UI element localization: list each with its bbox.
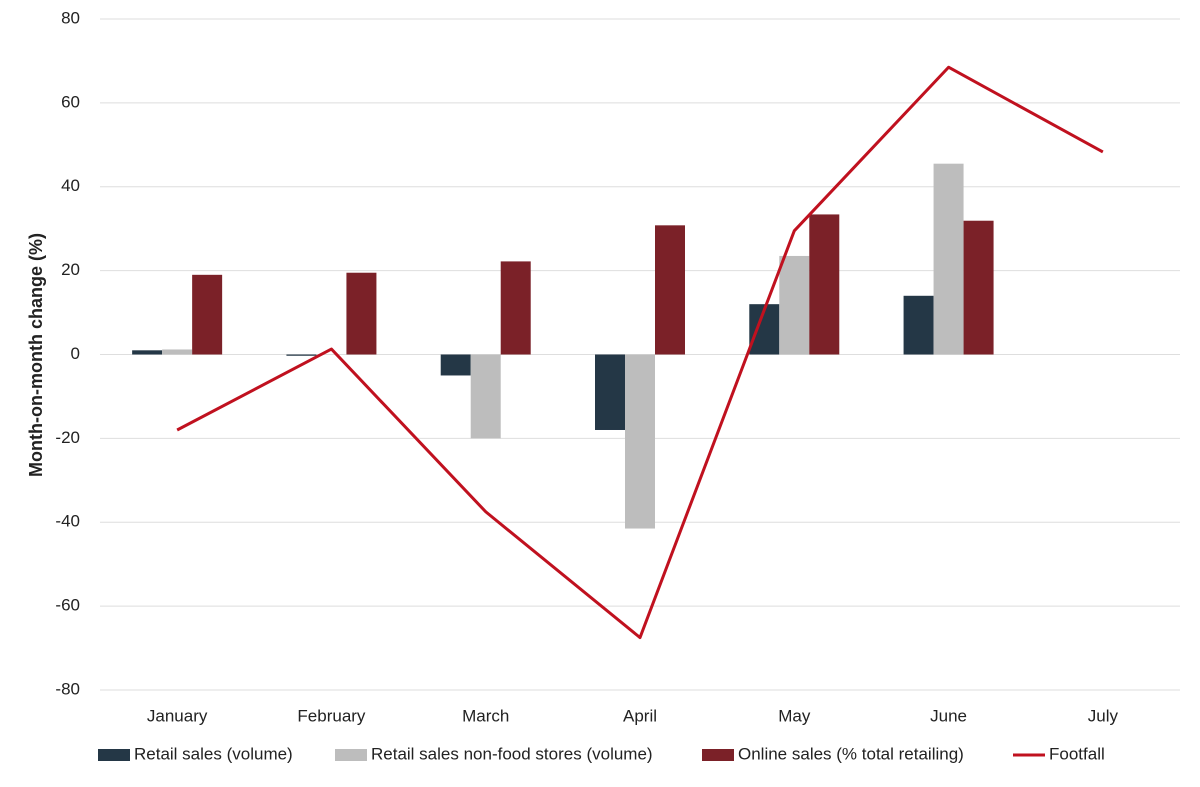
y-tick-label: -40 <box>55 512 80 531</box>
y-tick-label: -80 <box>55 679 80 698</box>
line <box>176 65 1104 640</box>
x-tick-label: March <box>462 706 509 725</box>
y-axis-title: Month-on-month change (%) <box>26 233 46 477</box>
bar <box>346 272 377 355</box>
legend-swatch <box>335 749 367 761</box>
y-tick-label: 0 <box>71 344 80 363</box>
y-tick-label: -20 <box>55 428 80 447</box>
bar <box>192 274 223 355</box>
legend-label: Retail sales non-food stores (volume) <box>371 744 653 763</box>
bar <box>595 354 625 430</box>
legend-swatch <box>98 749 130 761</box>
bar <box>655 225 685 355</box>
bar <box>500 261 531 355</box>
bar <box>162 349 193 355</box>
legend-swatch <box>702 749 734 761</box>
x-tick-label: May <box>778 706 811 725</box>
bar <box>470 354 501 439</box>
legend-label: Retail sales (volume) <box>134 744 293 763</box>
y-tick-label: 80 <box>61 8 80 27</box>
y-tick-label: 40 <box>61 176 80 195</box>
bar <box>440 354 471 376</box>
bar <box>286 354 317 356</box>
bar <box>809 214 840 355</box>
bar <box>933 163 964 355</box>
legend-label: Online sales (% total retailing) <box>738 744 964 763</box>
y-tick-label: 60 <box>61 92 80 111</box>
legend-label: Footfall <box>1049 744 1105 763</box>
bar <box>625 354 655 529</box>
x-tick-label: July <box>1088 706 1119 725</box>
x-tick-label: February <box>297 706 366 725</box>
y-tick-label: -60 <box>55 596 80 615</box>
bar <box>903 295 934 355</box>
y-tick-label: 20 <box>61 260 80 279</box>
x-tick-label: January <box>147 706 208 725</box>
x-tick-label: April <box>623 706 657 725</box>
bar <box>963 220 994 355</box>
bar <box>779 255 810 355</box>
bar <box>132 350 163 355</box>
x-tick-label: June <box>930 706 967 725</box>
